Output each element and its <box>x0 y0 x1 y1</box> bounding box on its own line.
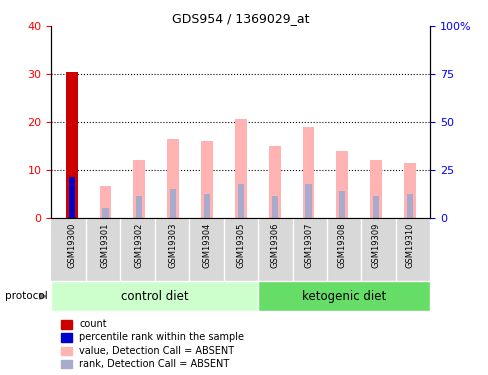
Bar <box>201 141 212 218</box>
Bar <box>257 281 429 311</box>
Text: count: count <box>79 320 106 329</box>
Text: rank, Detection Call = ABSENT: rank, Detection Call = ABSENT <box>79 359 229 369</box>
Text: ketogenic diet: ketogenic diet <box>301 290 386 303</box>
Bar <box>136 196 142 217</box>
Text: protocol: protocol <box>5 291 47 301</box>
Bar <box>406 194 412 217</box>
Bar <box>133 160 145 218</box>
Bar <box>302 127 314 218</box>
Title: GDS954 / 1369029_at: GDS954 / 1369029_at <box>172 12 309 25</box>
Text: GSM19302: GSM19302 <box>135 223 143 268</box>
Text: GSM19304: GSM19304 <box>202 223 211 268</box>
Bar <box>65 72 78 217</box>
Bar <box>167 139 179 218</box>
Bar <box>372 196 379 217</box>
Bar <box>268 146 280 218</box>
Bar <box>100 186 111 218</box>
Bar <box>51 281 257 311</box>
Text: GSM19309: GSM19309 <box>371 223 380 268</box>
Bar <box>237 184 244 218</box>
Text: GSM19308: GSM19308 <box>337 223 346 268</box>
Text: GSM19310: GSM19310 <box>405 223 414 268</box>
Bar <box>203 194 210 217</box>
Bar <box>170 189 176 217</box>
Bar <box>234 120 246 218</box>
Text: GSM19306: GSM19306 <box>269 223 279 268</box>
Bar <box>336 150 347 217</box>
Text: GSM19300: GSM19300 <box>67 223 76 268</box>
Text: GSM19305: GSM19305 <box>236 223 245 268</box>
Bar <box>271 196 277 217</box>
Text: percentile rank within the sample: percentile rank within the sample <box>79 333 244 342</box>
Text: value, Detection Call = ABSENT: value, Detection Call = ABSENT <box>79 346 234 355</box>
Bar <box>403 162 415 218</box>
Bar <box>369 160 381 218</box>
Text: control diet: control diet <box>121 290 188 303</box>
Text: GSM19303: GSM19303 <box>168 223 177 268</box>
Text: GSM19301: GSM19301 <box>101 223 110 268</box>
Text: GSM19307: GSM19307 <box>304 223 312 268</box>
Bar <box>102 208 108 218</box>
Bar <box>339 191 345 217</box>
Bar <box>305 184 311 218</box>
Bar <box>68 177 75 218</box>
